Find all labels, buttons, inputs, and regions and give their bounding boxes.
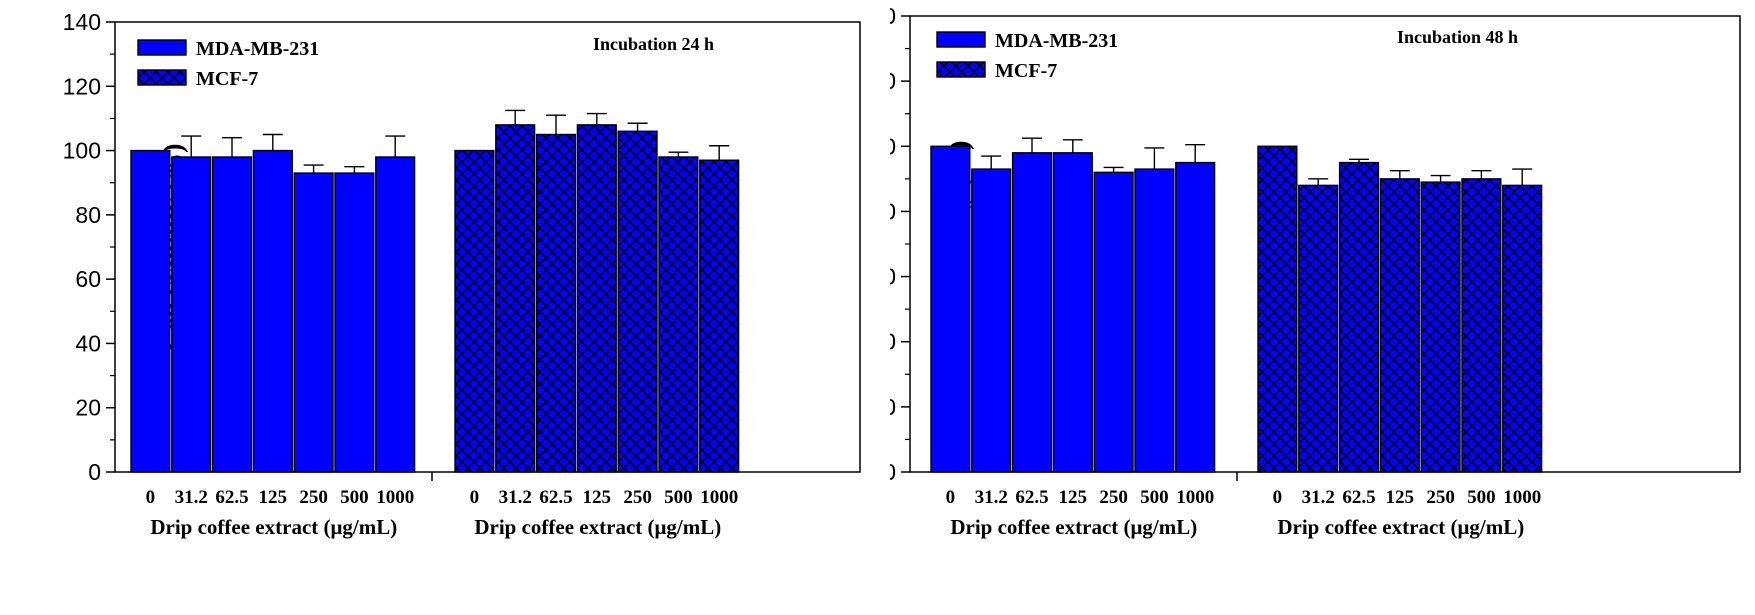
chart-48h: 020406080100120140Cell viability (%)031.… — [890, 3, 1741, 539]
x-tick-label: 0 — [146, 487, 156, 508]
x-tick-label: 31.2 — [975, 487, 1008, 508]
y-tick-label: 120 — [63, 73, 101, 99]
x-tick-label: 1000 — [1503, 487, 1541, 508]
y-tick-label: 20 — [75, 395, 101, 421]
y-tick-label: 60 — [890, 264, 896, 290]
bar-mcf-7-0 — [454, 149, 495, 473]
bar-mda-mb-231-125 — [1052, 152, 1093, 473]
bar-mda-mb-231-62-5 — [1011, 152, 1053, 473]
bar-mda-mb-231-31-2 — [971, 168, 1012, 473]
y-tick-label: 140 — [63, 9, 101, 35]
bar-mda-mb-231-125 — [252, 149, 293, 473]
x-tick-label: 62.5 — [215, 487, 248, 508]
x-tick-label: 125 — [1059, 487, 1088, 508]
legend-swatch — [137, 69, 187, 86]
bar-mcf-7-31-2 — [495, 124, 536, 473]
bar-mda-mb-231-1000 — [1175, 161, 1216, 473]
x-tick-label: 1000 — [1176, 487, 1214, 508]
y-tick-label: 20 — [890, 394, 896, 420]
x-tick-label: 31.2 — [1302, 487, 1335, 508]
bar-mcf-7-500 — [1461, 178, 1502, 473]
bar-mcf-7-31-2 — [1298, 184, 1339, 473]
bar-mda-mb-231-31-2 — [171, 156, 212, 473]
x-tick-label: 500 — [340, 487, 369, 508]
x-axis-title: Drip coffee extract (μg/mL) — [150, 515, 397, 539]
bar-mda-mb-231-1000 — [375, 156, 416, 473]
x-tick-label: 31.2 — [175, 487, 208, 508]
bar-mcf-7-1000 — [1502, 184, 1543, 473]
bar-mcf-7-62-5 — [535, 133, 577, 473]
bar-mcf-7-250 — [1420, 181, 1461, 473]
x-tick-label: 250 — [299, 487, 328, 508]
legend-label: MDA-MB-231 — [196, 38, 319, 60]
bar-mda-mb-231-0 — [130, 149, 171, 473]
x-tick-label: 62.5 — [1015, 487, 1048, 508]
legend-label: MCF-7 — [196, 68, 258, 90]
bar-mcf-7-250 — [617, 130, 658, 473]
x-tick-label: 500 — [664, 487, 693, 508]
x-tick-label: 0 — [946, 487, 956, 508]
bar-mda-mb-231-0 — [930, 145, 971, 473]
x-tick-label: 62.5 — [539, 487, 572, 508]
legend-label: MCF-7 — [995, 60, 1057, 82]
bar-mda-mb-231-500 — [1134, 168, 1175, 473]
x-axis-title: Drip coffee extract (μg/mL) — [950, 515, 1197, 539]
legend-label: MDA-MB-231 — [995, 30, 1118, 52]
x-axis-title: Drip coffee extract (μg/mL) — [1277, 515, 1524, 539]
x-tick-label: 500 — [1467, 487, 1496, 508]
x-tick-label: 1000 — [376, 487, 414, 508]
y-tick-label: 140 — [890, 3, 896, 29]
bar-mcf-7-62-5 — [1338, 161, 1380, 473]
x-tick-label: 250 — [623, 487, 652, 508]
x-tick-label: 250 — [1426, 487, 1455, 508]
y-tick-label: 120 — [890, 68, 896, 94]
legend-swatch — [936, 31, 986, 48]
y-tick-label: 100 — [63, 138, 101, 164]
x-tick-label: 62.5 — [1342, 487, 1375, 508]
x-tick-label: 31.2 — [499, 487, 532, 508]
y-tick-label: 80 — [75, 202, 101, 228]
y-tick-label: 80 — [890, 198, 896, 224]
y-tick-label: 0 — [88, 459, 101, 485]
bar-mcf-7-125 — [1379, 178, 1420, 473]
x-tick-label: 0 — [1273, 487, 1283, 508]
bar-mda-mb-231-250 — [293, 172, 334, 473]
y-tick-label: 60 — [75, 266, 101, 292]
incubation-annotation: Incubation 48 h — [1397, 27, 1518, 47]
legend-swatch — [936, 61, 986, 78]
bar-mda-mb-231-500 — [334, 172, 375, 473]
chart-24h: 020406080100120140Cell viability (%)031.… — [63, 9, 861, 539]
x-tick-label: 1000 — [700, 487, 738, 508]
bar-mda-mb-231-250 — [1093, 171, 1134, 473]
x-axis-title: Drip coffee extract (μg/mL) — [474, 515, 721, 539]
y-tick-label: 0 — [890, 459, 896, 485]
x-tick-label: 250 — [1099, 487, 1128, 508]
bar-mcf-7-1000 — [699, 159, 740, 473]
y-tick-label: 40 — [890, 329, 896, 355]
y-tick-label: 40 — [75, 330, 101, 356]
incubation-annotation: Incubation 24 h — [593, 34, 714, 54]
x-tick-label: 0 — [470, 487, 480, 508]
y-tick-label: 100 — [890, 133, 896, 159]
x-tick-label: 125 — [583, 487, 612, 508]
bar-mcf-7-125 — [576, 124, 617, 473]
x-tick-label: 125 — [1386, 487, 1415, 508]
bar-mcf-7-0 — [1257, 145, 1298, 473]
x-tick-label: 500 — [1140, 487, 1169, 508]
bar-mda-mb-231-62-5 — [211, 156, 253, 473]
x-tick-label: 125 — [259, 487, 288, 508]
bar-mcf-7-500 — [658, 156, 699, 473]
legend-swatch — [137, 39, 187, 56]
